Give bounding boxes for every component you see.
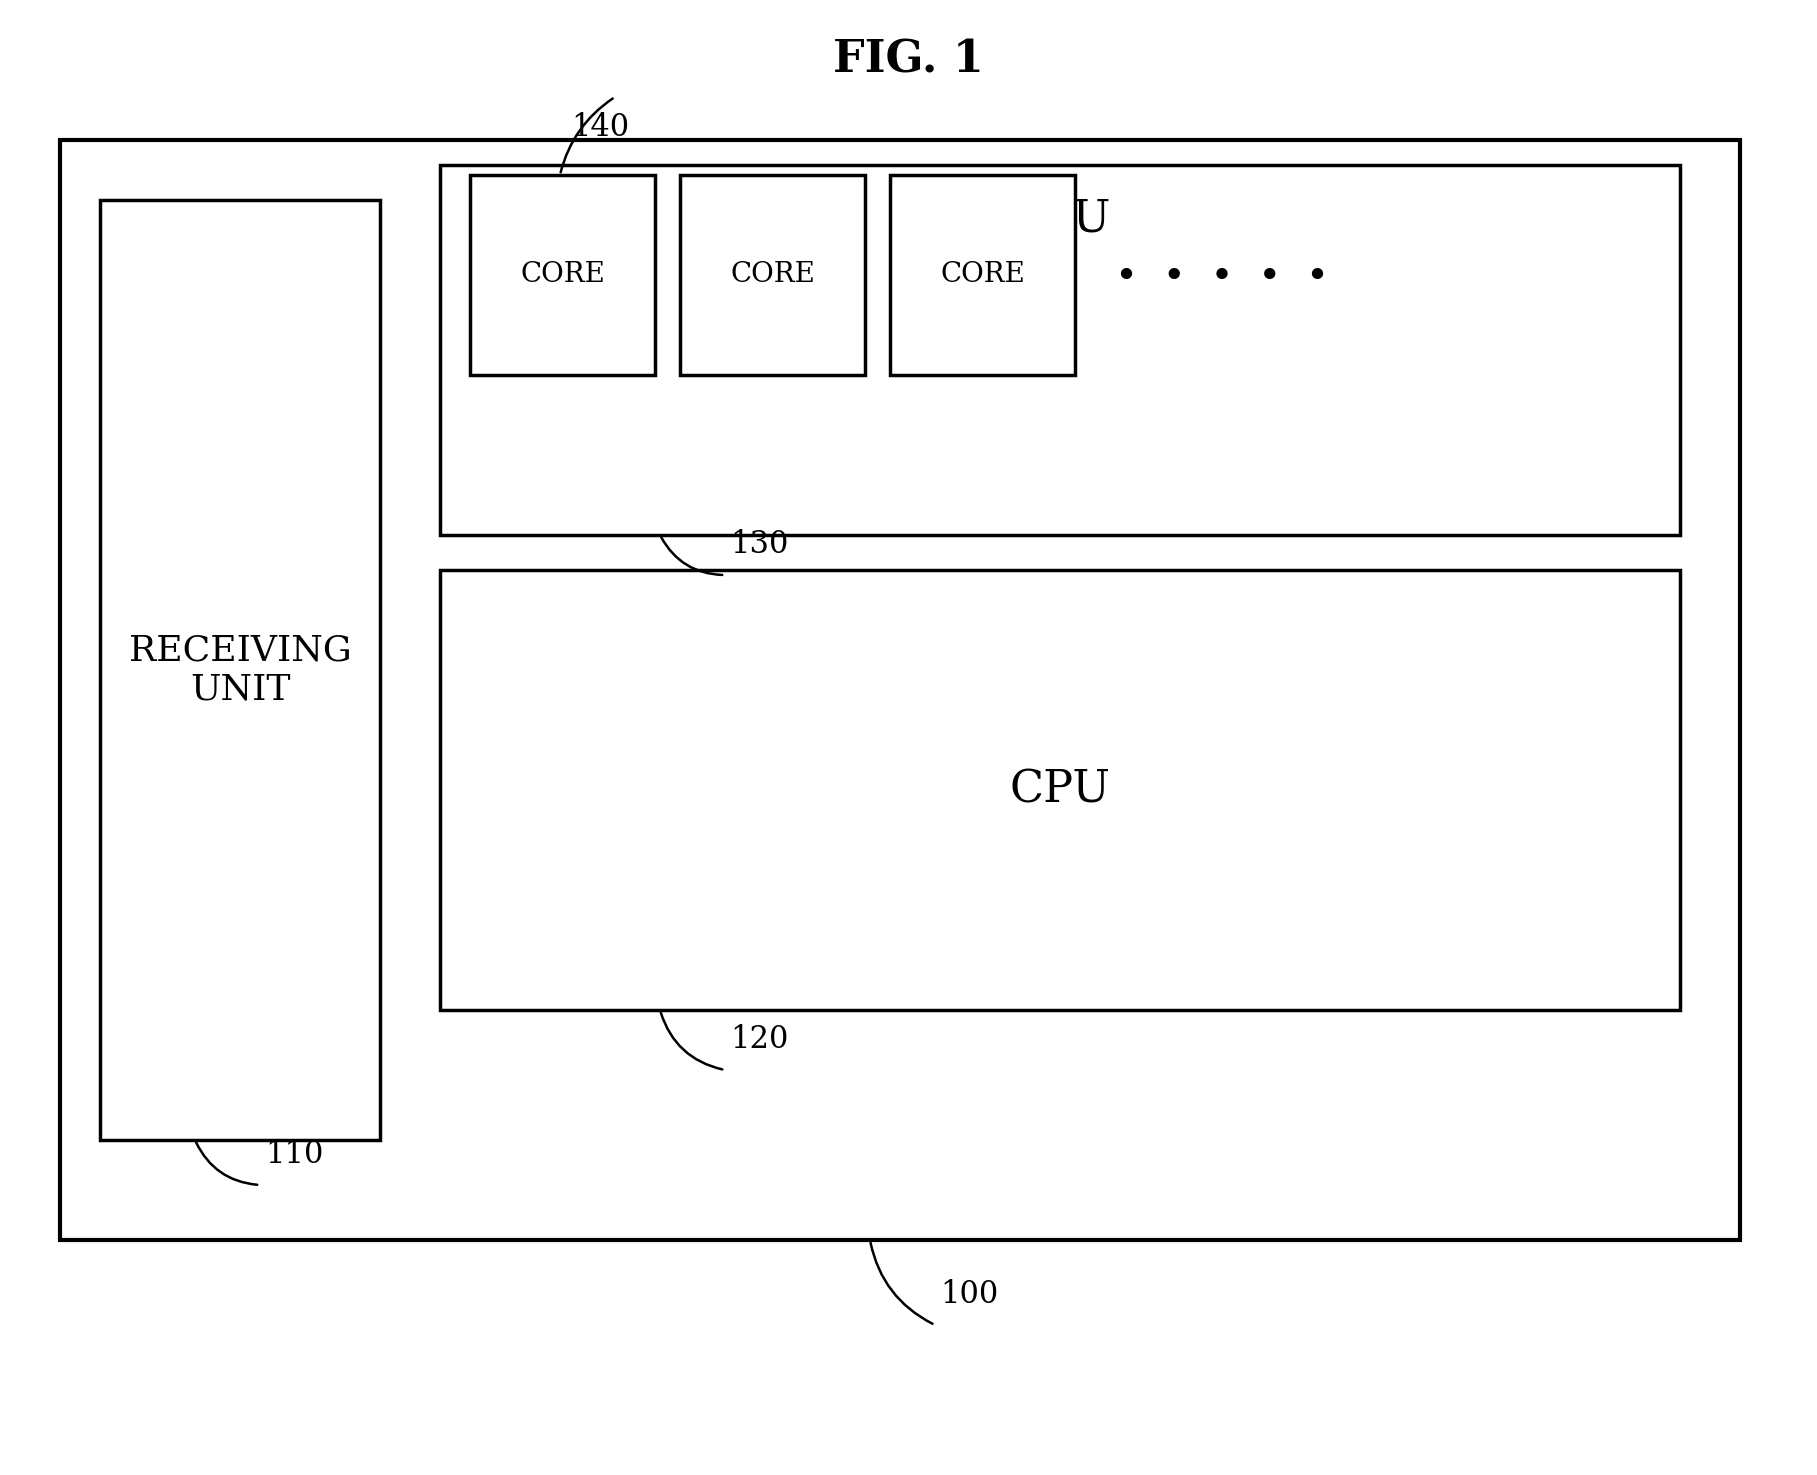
- Text: FIG. 1: FIG. 1: [832, 38, 983, 81]
- Bar: [60, 140, 1741, 1240]
- Text: 140: 140: [571, 112, 629, 143]
- Bar: [440, 165, 1681, 535]
- Bar: [100, 201, 380, 1140]
- Bar: [890, 176, 1076, 375]
- Text: CORE: CORE: [730, 261, 816, 289]
- Bar: [440, 569, 1681, 1010]
- Text: 110: 110: [265, 1139, 323, 1170]
- Text: •  •  •  •  •: • • • • •: [1116, 258, 1328, 295]
- Bar: [680, 176, 865, 375]
- Bar: [471, 176, 654, 375]
- Text: 120: 120: [730, 1024, 789, 1055]
- Text: GPU: GPU: [1008, 199, 1112, 242]
- Text: 100: 100: [939, 1279, 998, 1310]
- Text: RECEIVING
UNIT: RECEIVING UNIT: [129, 633, 351, 707]
- Text: 130: 130: [730, 530, 789, 560]
- Text: CORE: CORE: [520, 261, 605, 289]
- Text: CORE: CORE: [939, 261, 1025, 289]
- Text: CPU: CPU: [1010, 768, 1110, 811]
